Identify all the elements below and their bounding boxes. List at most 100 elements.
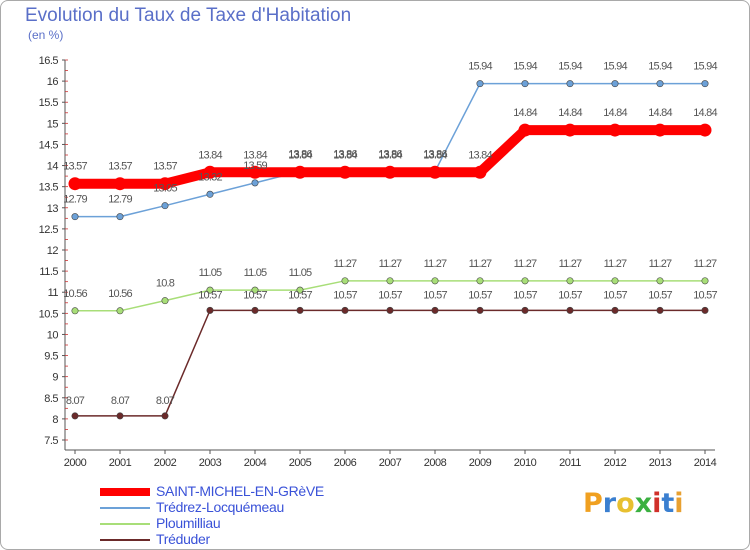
x-tick-label: 2002 [154,457,177,469]
x-tick-label: 2014 [694,457,717,469]
y-tick-label: 16.5 [39,55,59,67]
y-tick-label: 9.5 [44,351,58,363]
data-point [161,297,169,305]
data-point [656,277,664,285]
data-label: 10.56 [63,288,87,300]
data-point [476,80,484,88]
data-label: 10.57 [558,289,582,301]
data-label: 10.57 [513,289,537,301]
data-label: 13.84 [198,149,222,161]
data-point [656,306,664,314]
data-point [701,277,709,285]
legend-label: Tréduder [156,531,210,547]
data-label: 13.84 [378,149,402,161]
data-label: 13.57 [63,161,87,173]
data-label: 13.05 [153,183,177,195]
x-tick-label: 2012 [604,457,627,469]
y-tick-label: 7.5 [44,435,58,447]
y-tick-label: 10 [47,329,59,341]
data-point [701,306,709,314]
data-label: 11.27 [334,258,357,270]
y-tick-label: 13.5 [39,182,59,194]
data-label: 14.84 [693,107,717,119]
data-point [611,277,619,285]
y-tick-label: 9 [52,372,58,384]
y-tick-label: 10.5 [39,308,59,320]
data-point [296,306,304,314]
data-label: 13.86 [423,148,447,160]
data-label: 13.84 [288,149,312,161]
data-label: 11.27 [469,258,492,270]
data-point [161,202,169,210]
data-label: 13.86 [333,148,357,160]
data-label: 13.86 [288,148,312,160]
data-point [698,123,712,137]
x-tick-label: 2009 [469,457,492,469]
data-label: 10.57 [333,289,357,301]
data-label: 10.8 [156,278,175,290]
data-label: 10.57 [423,289,447,301]
x-tick-label: 2000 [64,457,87,469]
data-point [383,165,397,179]
data-point [566,80,574,88]
data-point [521,80,529,88]
data-point [161,412,169,420]
data-point [563,123,577,137]
data-label: 11.05 [289,267,312,279]
data-label: 13.84 [333,149,357,161]
data-point [608,123,622,137]
data-label: 13.84 [423,149,447,161]
data-label: 14.84 [603,107,627,119]
y-tick-label: 12 [47,245,59,257]
data-point [71,213,79,221]
chart-title: Evolution du Taux de Taxe d'Habitation [25,5,352,26]
data-point [68,177,82,191]
y-tick-label: 15.5 [39,97,59,109]
x-tick-label: 2003 [199,457,222,469]
data-label: 11.27 [514,258,537,270]
data-label: 11.27 [649,258,672,270]
data-label: 10.57 [648,289,672,301]
data-label: 14.84 [558,107,582,119]
y-tick-label: 13 [47,203,59,215]
data-label: 13.32 [198,171,222,183]
data-label: 15.94 [648,61,672,73]
legend-swatch [100,507,150,509]
data-point [341,277,349,285]
data-point [251,306,259,314]
data-label: 8.07 [66,395,85,407]
data-point [431,277,439,285]
data-label: 13.86 [378,148,402,160]
data-point [203,165,217,179]
y-tick-label: 11 [48,287,59,299]
data-label: 11.05 [199,267,222,279]
chart-subtitle: (en %) [28,28,64,42]
data-point [476,277,484,285]
data-label: 15.94 [558,61,582,73]
legend-label: Trédrez-Locquémeau [156,499,284,515]
data-point [701,80,709,88]
data-point [431,306,439,314]
data-label: 10.56 [108,288,132,300]
data-point [566,306,574,314]
logo-letter: t [661,488,675,519]
data-label: 8.07 [156,395,175,407]
data-point [656,80,664,88]
line-chart: 7.5 8 8.5 9 9.5 10 10.5 11 11.5 12 12.5 13 13.5 14 14.… [39,55,719,469]
x-tick-label: 2007 [379,457,402,469]
y-tick-label: 14.5 [39,139,59,151]
legend-swatch [100,488,150,496]
y-tick-label: 14 [47,161,59,173]
x-tick-label: 2011 [559,457,581,469]
y-tick-label: 8.5 [44,393,58,405]
data-label: 10.57 [243,289,267,301]
data-label: 15.94 [468,61,492,73]
data-point [71,307,79,315]
data-label: 8.07 [111,395,130,407]
data-point [386,306,394,314]
legend-swatch [100,523,150,525]
x-tick-label: 2001 [109,457,132,469]
data-point [158,177,172,191]
x-tick-label: 2005 [289,457,312,469]
